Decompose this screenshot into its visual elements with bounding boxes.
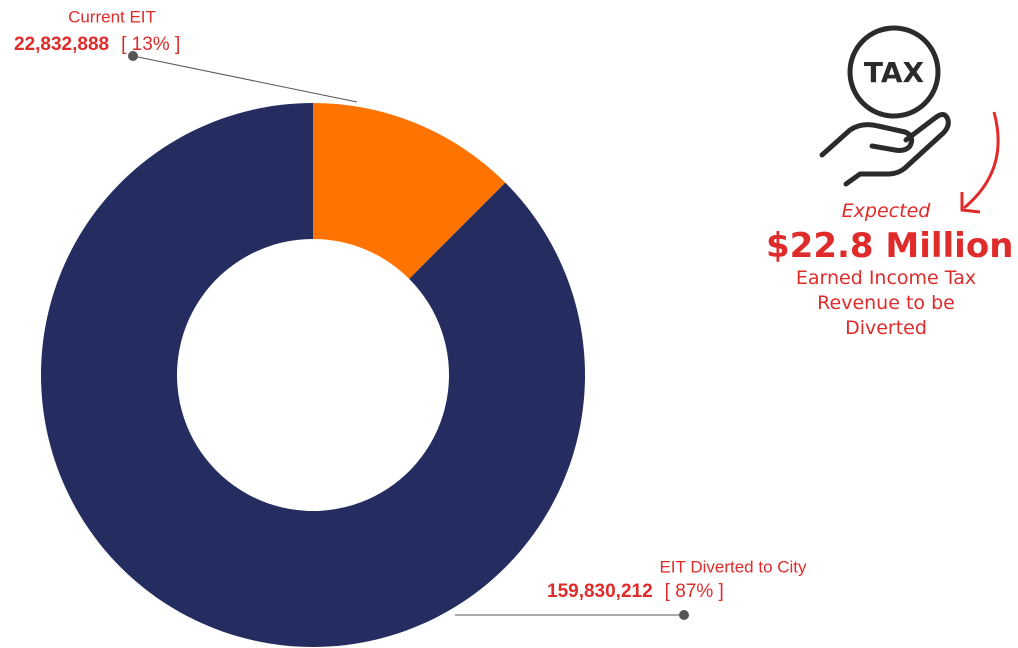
slice-label: EIT Diverted to City	[659, 557, 807, 576]
value-label: 159,830,212	[547, 581, 653, 602]
kicker: Expected	[841, 200, 931, 222]
percent-label: [ 87% ]	[665, 581, 724, 602]
donut-slice	[40, 103, 586, 647]
leader-dot	[128, 51, 138, 61]
annotation: Expected $22.8 Million Earned Income Tax…	[766, 196, 1014, 341]
icon-text: TAX	[864, 56, 925, 89]
value-label: 22,832,888	[14, 34, 109, 55]
donut-slice	[313, 103, 506, 279]
tax-icon	[819, 25, 951, 187]
arrow	[963, 111, 1000, 210]
coin	[847, 25, 941, 119]
headline: $22.8 Million	[766, 226, 1014, 266]
percent-label: [ 13% ]	[121, 34, 180, 55]
leader-line	[132, 55, 358, 103]
annotation-text: Earned Income Tax Revenue to be Diverted	[795, 267, 977, 339]
hand	[819, 112, 951, 187]
slice-label: Current EIT	[68, 7, 156, 26]
arrow-head	[960, 192, 981, 214]
leader-dot	[679, 610, 689, 620]
